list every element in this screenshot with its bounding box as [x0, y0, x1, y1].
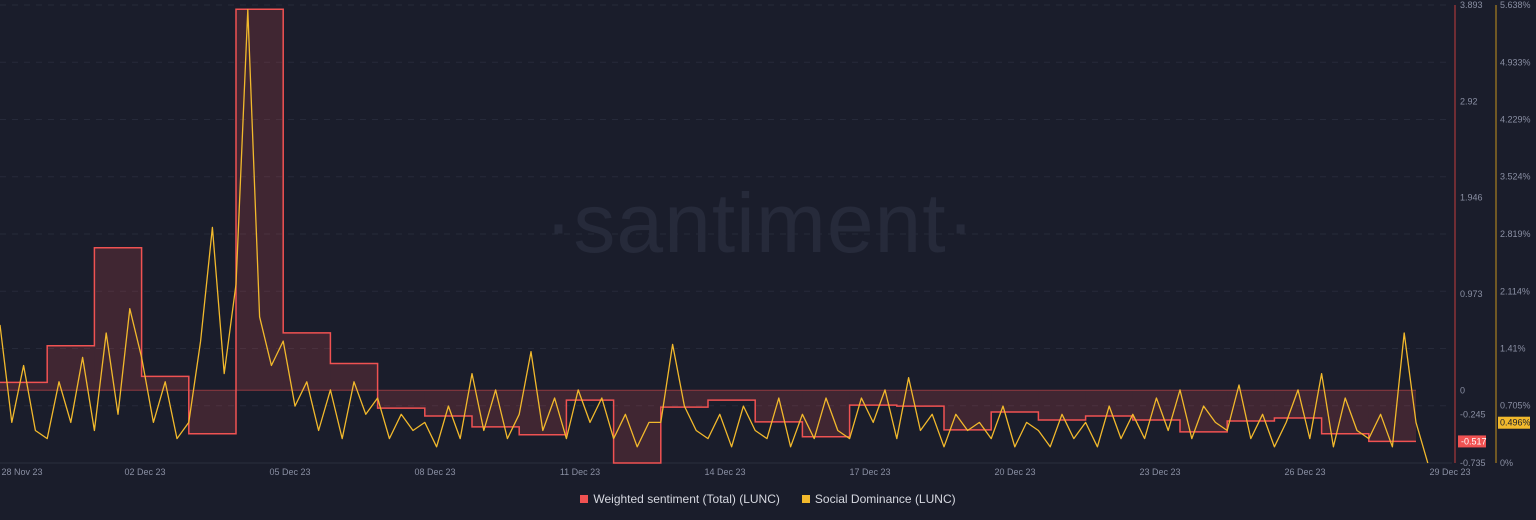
dominance-series: [0, 9, 1429, 464]
legend-swatch-dominance: [801, 495, 810, 503]
sentiment-bar: [236, 9, 284, 391]
x-axis-tick: 29 Dec 23: [1429, 467, 1470, 477]
left-axis-tick: 1.946: [1460, 193, 1483, 203]
chart: ·santiment· 5.638% 4.933% 4.229% 3.524% 2.81…: [0, 0, 1531, 477]
sentiment-bar: [755, 390, 803, 422]
left-axis-tick: 3.893: [1460, 0, 1483, 10]
dominance-value-text: 0.496%: [1500, 418, 1531, 428]
right-axis-tick: 2.819%: [1500, 229, 1531, 239]
legend-item-dominance[interactable]: Social Dominance (LUNC): [801, 492, 956, 506]
sentiment-bar: [896, 390, 944, 407]
sentiment-bar: [613, 390, 661, 463]
sentiment-bar: [708, 390, 756, 401]
sentiment-bar: [377, 390, 425, 409]
sentiment-bar: [566, 390, 614, 401]
sentiment-bar: [283, 332, 331, 391]
left-axis-tick: -0.735: [1460, 458, 1486, 468]
dominance-line: [0, 9, 1429, 464]
right-axis-tick: 3.524%: [1500, 172, 1531, 182]
sentiment-bar: [188, 390, 236, 434]
right-axis-tick: 4.229%: [1500, 114, 1531, 124]
left-axis-tick: -0.245: [1460, 410, 1486, 420]
sentiment-value-text: -0.517: [1461, 436, 1487, 446]
sentiment-bar: [0, 382, 48, 391]
watermark: ·santiment·: [544, 176, 975, 270]
sentiment-bar: [330, 363, 378, 391]
grid: [0, 4, 1452, 464]
right-axis-tick: 0%: [1500, 458, 1513, 468]
legend-label: Weighted sentiment (Total) (LUNC): [593, 492, 780, 506]
legend-swatch-sentiment: [580, 495, 589, 503]
x-axis-tick: 02 Dec 23: [124, 467, 165, 477]
axes: 5.638% 4.933% 4.229% 3.524% 2.819% 2.114% 1.41…: [1, 0, 1530, 477]
right-axis-tick: 0.705%: [1500, 401, 1531, 411]
sentiment-bar: [849, 390, 897, 406]
legend-item-sentiment[interactable]: Weighted sentiment (Total) (LUNC): [580, 492, 780, 506]
sentiment-value-badge: [1458, 435, 1486, 448]
sentiment-bar: [660, 390, 708, 408]
sentiment-bar: [1227, 390, 1275, 421]
sentiment-bar: [944, 390, 992, 430]
x-axis-tick: 14 Dec 23: [704, 467, 745, 477]
x-axis-tick: 28 Nov 23: [1, 467, 42, 477]
x-axis-tick: 08 Dec 23: [414, 467, 455, 477]
x-axis-tick: 20 Dec 23: [994, 467, 1035, 477]
sentiment-bar: [1085, 390, 1133, 416]
dominance-value-badge: [1498, 416, 1530, 429]
x-axis-tick: 11 Dec 23: [560, 467, 600, 477]
left-axis-tick: 0.973: [1460, 289, 1483, 299]
right-axis-tick: 1.41%: [1500, 343, 1526, 353]
right-axis-tick: 5.638%: [1500, 0, 1531, 10]
sentiment-bar: [1368, 390, 1416, 442]
x-axis-tick: 23 Dec 23: [1139, 467, 1180, 477]
legend-label: Social Dominance (LUNC): [814, 492, 956, 506]
x-axis-tick: 26 Dec 23: [1284, 467, 1325, 477]
left-axis-tick: 0: [1460, 385, 1465, 395]
left-axis-tick: 2.92: [1460, 96, 1478, 106]
legend: Weighted sentiment (Total) (LUNC) Social…: [0, 492, 1536, 506]
sentiment-bar: [991, 390, 1039, 413]
sentiment-line: [0, 8, 1416, 464]
x-axis-tick: 17 Dec 23: [849, 467, 890, 477]
sentiment-bar: [1321, 390, 1369, 434]
x-axis-tick: 05 Dec 23: [269, 467, 310, 477]
right-axis-tick: 4.933%: [1500, 57, 1531, 67]
right-axis-tick: 2.114%: [1500, 286, 1530, 296]
sentiment-bar: [424, 390, 472, 416]
